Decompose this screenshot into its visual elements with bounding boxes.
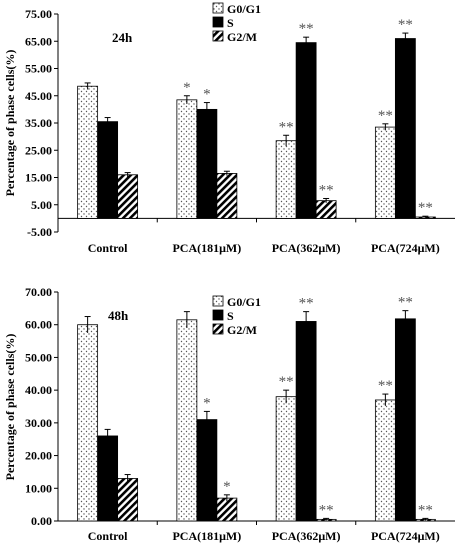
significance-mark: ** [279,374,294,390]
significance-mark: ** [398,17,413,33]
y-tick-label: 35.00 [25,116,52,130]
category-label: Control [88,241,128,255]
y-tick-label: 60.00 [25,318,52,332]
y-tick-label: 5.00 [31,198,52,212]
panel-label: 48h [108,308,129,323]
legend-label: S [227,309,234,323]
significance-mark: ** [299,21,314,37]
y-tick-label: 15.00 [25,171,52,185]
y-axis-title: Percentage of phase cells(%) [3,50,17,197]
significance-mark: ** [299,296,314,312]
bar-s [295,42,317,219]
bar-g2-m [117,174,139,219]
legend-swatch-g0-g1 [212,295,224,307]
chart-panel-48h: 70.00 60.00 50.00 40.00 30.00 20.00 10.00 0.00 P… [3,285,455,543]
significance-mark: ** [319,182,334,198]
significance-mark: * [203,87,211,103]
category-label: Control [88,529,128,543]
chart-panel-24h: 75.00 65.00 55.00 45.00 35.00 25.00 15.00 5.00 -… [3,2,455,255]
y-tick-label: -5.00 [27,225,52,239]
y-tick-label: 10.00 [25,481,52,495]
category-label: PCA(724μM) [371,529,440,543]
significance-mark: ** [418,502,433,518]
y-tick-label: 75.00 [25,7,52,21]
bar-s [394,38,416,219]
legend-swatch-s [212,309,224,321]
y-tick-label: 65.00 [25,34,52,48]
category-label: PCA(181μM) [172,241,241,255]
legend-swatch-g2-m [212,30,224,42]
panel-label: 24h [112,30,133,45]
bar-s [196,419,218,522]
y-axis-title: Percentage of phase cells(%) [3,334,17,481]
legend-label: G2/M [227,30,257,44]
significance-mark: ** [319,502,334,518]
bar-g2-m [315,200,337,219]
legend-label: G0/G1 [227,2,261,16]
y-tick-label: 30.00 [25,416,52,430]
y-tick-label: 70.00 [25,285,52,299]
significance-mark: * [183,80,191,96]
significance-mark: ** [418,200,433,216]
significance-mark: ** [398,295,413,311]
legend-label: S [227,16,234,30]
bar-s [97,435,119,522]
bar-g0-g1 [275,396,297,522]
y-tick-label: 25.00 [25,143,52,157]
y-tick-label: 50.00 [25,350,52,364]
bar-g2-m [216,173,238,219]
legend-swatch-g2-m [212,323,224,335]
significance-mark: * [223,479,231,495]
category-label: PCA(181μM) [172,529,241,543]
bar-s [97,121,119,219]
category-label: PCA(724μM) [371,241,440,255]
legend-swatch-g0-g1 [212,2,224,14]
bar-g0-g1 [77,85,99,219]
y-tick-label: 45.00 [25,89,52,103]
bar-s [295,321,317,522]
legend-swatch-s [212,16,224,28]
bar-g0-g1 [176,99,198,219]
significance-mark: ** [378,378,393,394]
bar-g0-g1 [176,319,198,522]
bar-s [394,318,416,522]
y-tick-label: 55.00 [25,62,52,76]
significance-mark: * [203,395,211,411]
significance-mark: ** [378,108,393,124]
bar-g2-m [216,497,238,522]
category-label: PCA(362μM) [272,529,341,543]
bar-s [196,108,218,219]
legend-label: G2/M [227,323,257,337]
bar-g0-g1 [275,140,297,219]
y-tick-label: 20.00 [25,449,52,463]
bar-g2-m [117,478,139,522]
significance-mark: ** [279,119,294,135]
bar-g0-g1 [374,126,396,219]
bar-g0-g1 [77,324,99,522]
legend-label: G0/G1 [227,295,261,309]
category-label: PCA(362μM) [272,241,341,255]
y-tick-label: 0.00 [31,514,52,528]
y-tick-label: 40.00 [25,383,52,397]
bar-g0-g1 [374,399,396,522]
